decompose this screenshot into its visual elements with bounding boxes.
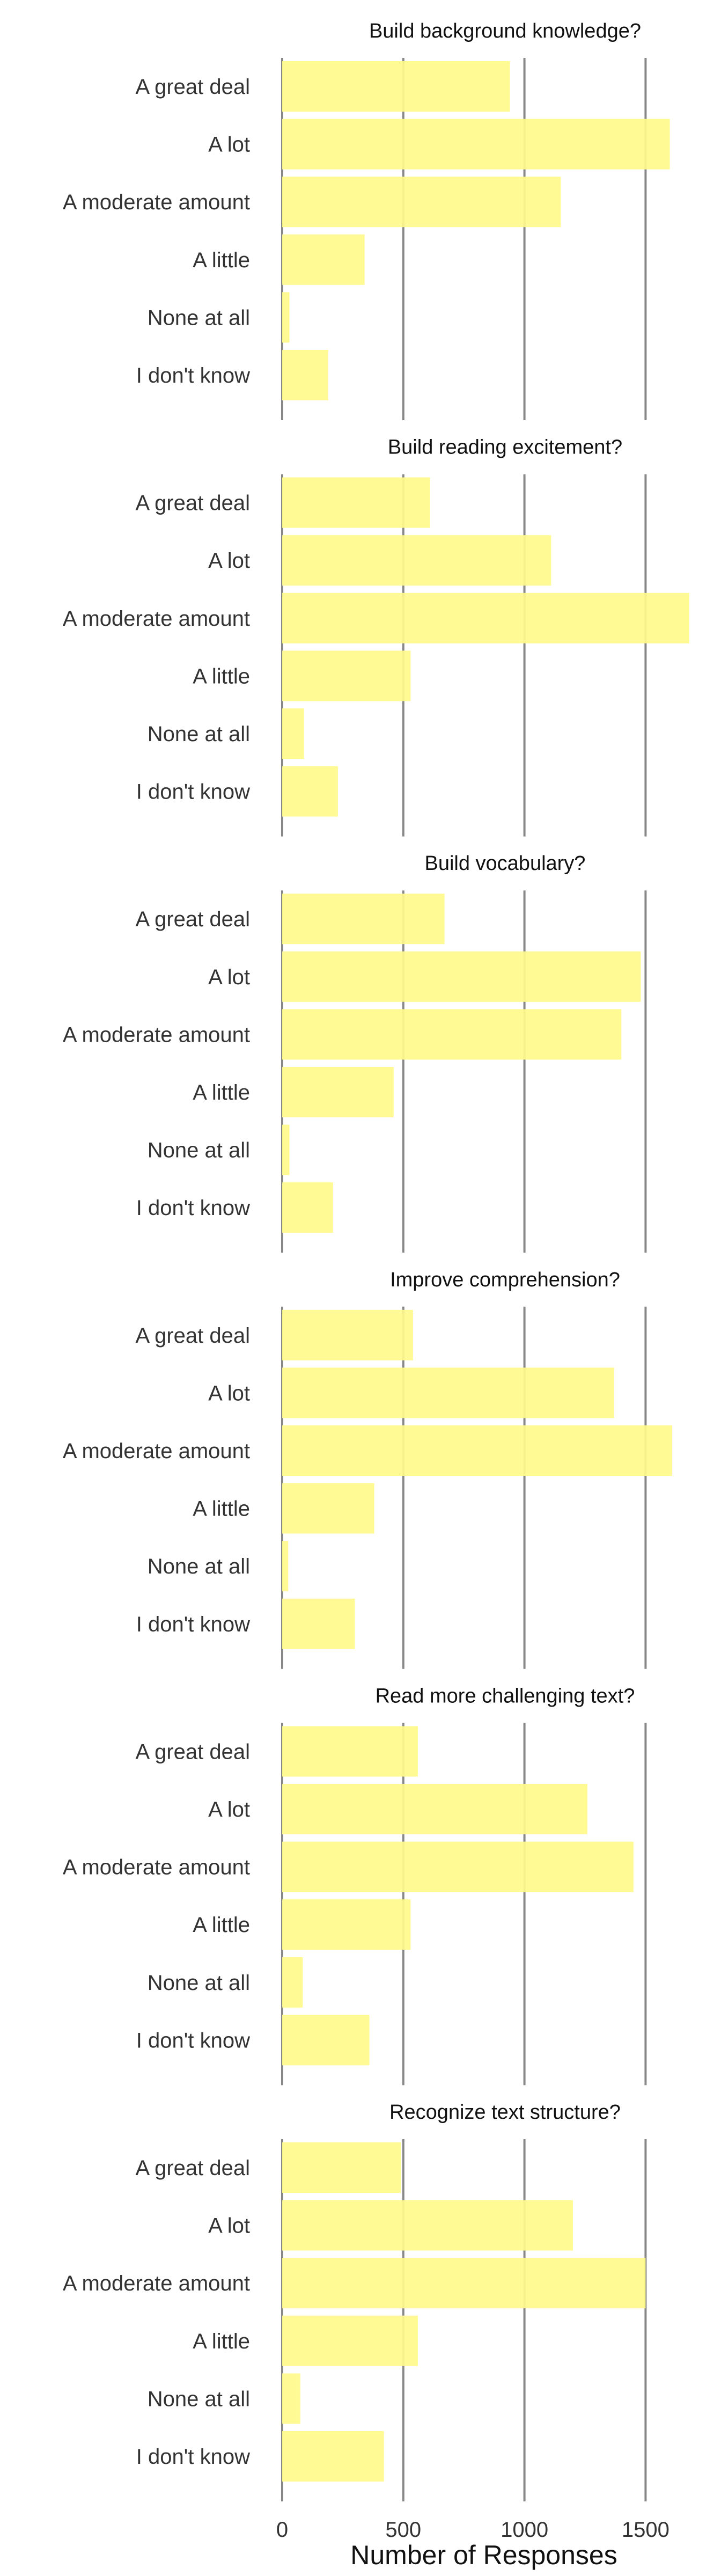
bar-a-lot [282, 1367, 614, 1418]
bar-i-don-t-know [282, 2431, 384, 2482]
panel-read-more-challenging-text: Read more challenging text? A great deal A… [63, 1685, 647, 2085]
category-label-a-great-deal: A great deal [136, 1740, 251, 1763]
bar-a-moderate-amount [282, 177, 561, 228]
bar-none-at-all [282, 1124, 290, 1175]
category-label-a-little: A little [193, 1497, 250, 1521]
category-label-i-don-t-know: I don't know [136, 1613, 250, 1636]
bar-a-little [282, 650, 411, 701]
bar-a-little [282, 1483, 374, 1534]
bar-a-moderate-amount [282, 1425, 673, 1476]
category-label-none-at-all: None at all [148, 306, 250, 330]
x-tick-label-500: 500 [385, 2518, 421, 2542]
bar-a-great-deal [282, 1309, 413, 1360]
bar-a-little [282, 1067, 394, 1117]
panel-title: Improve comprehension? [390, 1269, 620, 1291]
category-label-a-great-deal: A great deal [136, 2156, 251, 2180]
bar-a-moderate-amount [282, 2258, 646, 2309]
category-label-i-don-t-know: I don't know [136, 364, 250, 387]
panel-improve-comprehension: Improve comprehension? A great deal A lot A… [63, 1269, 673, 1669]
category-label-a-lot: A lot [208, 133, 250, 157]
category-label-a-great-deal: A great deal [136, 492, 251, 515]
bar-a-great-deal [282, 477, 430, 528]
category-label-none-at-all: None at all [148, 2387, 250, 2411]
bar-a-lot [282, 2200, 573, 2251]
bar-a-little [282, 234, 365, 285]
category-label-i-don-t-know: I don't know [136, 2445, 250, 2469]
bar-a-great-deal [282, 1726, 418, 1777]
category-label-a-great-deal: A great deal [136, 908, 251, 931]
x-axis: 0 500 1000 1500 [276, 2518, 670, 2542]
bar-a-little [282, 1899, 411, 1950]
panel-title: Build reading excitement? [388, 436, 622, 459]
bar-i-don-t-know [282, 1598, 355, 1649]
bar-a-lot [282, 119, 670, 170]
category-label-a-moderate-amount: A moderate amount [63, 1023, 250, 1046]
bar-none-at-all [282, 1957, 303, 2008]
category-label-a-lot: A lot [208, 965, 250, 989]
bar-a-great-deal [282, 2142, 401, 2193]
bar-i-don-t-know [282, 350, 328, 400]
bar-i-don-t-know [282, 1182, 333, 1233]
category-label-a-little: A little [193, 664, 250, 688]
panel-build-vocabulary: Build vocabulary? A great deal A lot A mode… [63, 852, 647, 1253]
bar-a-moderate-amount [282, 1841, 634, 1892]
bar-none-at-all [282, 1541, 289, 1592]
bar-a-great-deal [282, 894, 445, 945]
category-label-a-moderate-amount: A moderate amount [63, 191, 250, 214]
category-label-i-don-t-know: I don't know [136, 1196, 250, 1220]
category-label-a-moderate-amount: A moderate amount [63, 607, 250, 631]
category-label-a-moderate-amount: A moderate amount [63, 1856, 250, 1879]
panel-title: Build vocabulary? [424, 852, 585, 875]
panel-title: Recognize text structure? [389, 2101, 621, 2124]
x-tick-label-1500: 1500 [622, 2518, 670, 2542]
panel-title: Read more challenging text? [376, 1685, 635, 1707]
category-label-a-lot: A lot [208, 1798, 250, 1821]
category-label-a-lot: A lot [208, 549, 250, 573]
bar-a-moderate-amount [282, 1009, 622, 1060]
category-label-a-little: A little [193, 2330, 250, 2353]
category-label-none-at-all: None at all [148, 1139, 250, 1162]
bar-a-lot [282, 951, 641, 1002]
bar-none-at-all [282, 292, 290, 343]
x-tick-label-1000: 1000 [501, 2518, 548, 2542]
category-label-i-don-t-know: I don't know [136, 780, 250, 804]
bar-a-great-deal [282, 61, 510, 112]
category-label-a-lot: A lot [208, 1381, 250, 1405]
bar-i-don-t-know [282, 2015, 370, 2066]
panel-build-reading-excitement: Build reading excitement? A great deal A l… [63, 436, 689, 837]
panel-build-background-knowledge: Build background knowledge? A great deal A… [63, 20, 670, 420]
category-label-a-great-deal: A great deal [136, 75, 251, 99]
panel-recognize-text-structure: Recognize text structure? A great deal A l… [63, 2101, 647, 2501]
bar-none-at-all [282, 708, 304, 759]
bar-a-little [282, 2315, 418, 2366]
chart-panels: Build background knowledge? A great deal A… [63, 20, 689, 2501]
category-label-a-lot: A lot [208, 2214, 250, 2238]
bar-none-at-all [282, 2373, 300, 2424]
category-label-a-moderate-amount: A moderate amount [63, 2272, 250, 2295]
category-label-none-at-all: None at all [148, 1971, 250, 1995]
x-tick-label-0: 0 [276, 2518, 288, 2542]
category-label-a-little: A little [193, 248, 250, 272]
bar-a-moderate-amount [282, 592, 689, 643]
category-label-a-moderate-amount: A moderate amount [63, 1439, 250, 1463]
panel-title: Build background knowledge? [369, 20, 641, 42]
category-label-none-at-all: None at all [148, 1555, 250, 1578]
bar-i-don-t-know [282, 766, 338, 817]
category-label-a-little: A little [193, 1081, 250, 1104]
category-label-none-at-all: None at all [148, 722, 250, 746]
category-label-a-little: A little [193, 1913, 250, 1937]
bar-a-lot [282, 1784, 588, 1834]
bar-a-lot [282, 535, 551, 586]
x-axis-label: Number of Responses [350, 2540, 617, 2570]
category-label-i-don-t-know: I don't know [136, 2029, 250, 2052]
category-label-a-great-deal: A great deal [136, 1324, 251, 1348]
